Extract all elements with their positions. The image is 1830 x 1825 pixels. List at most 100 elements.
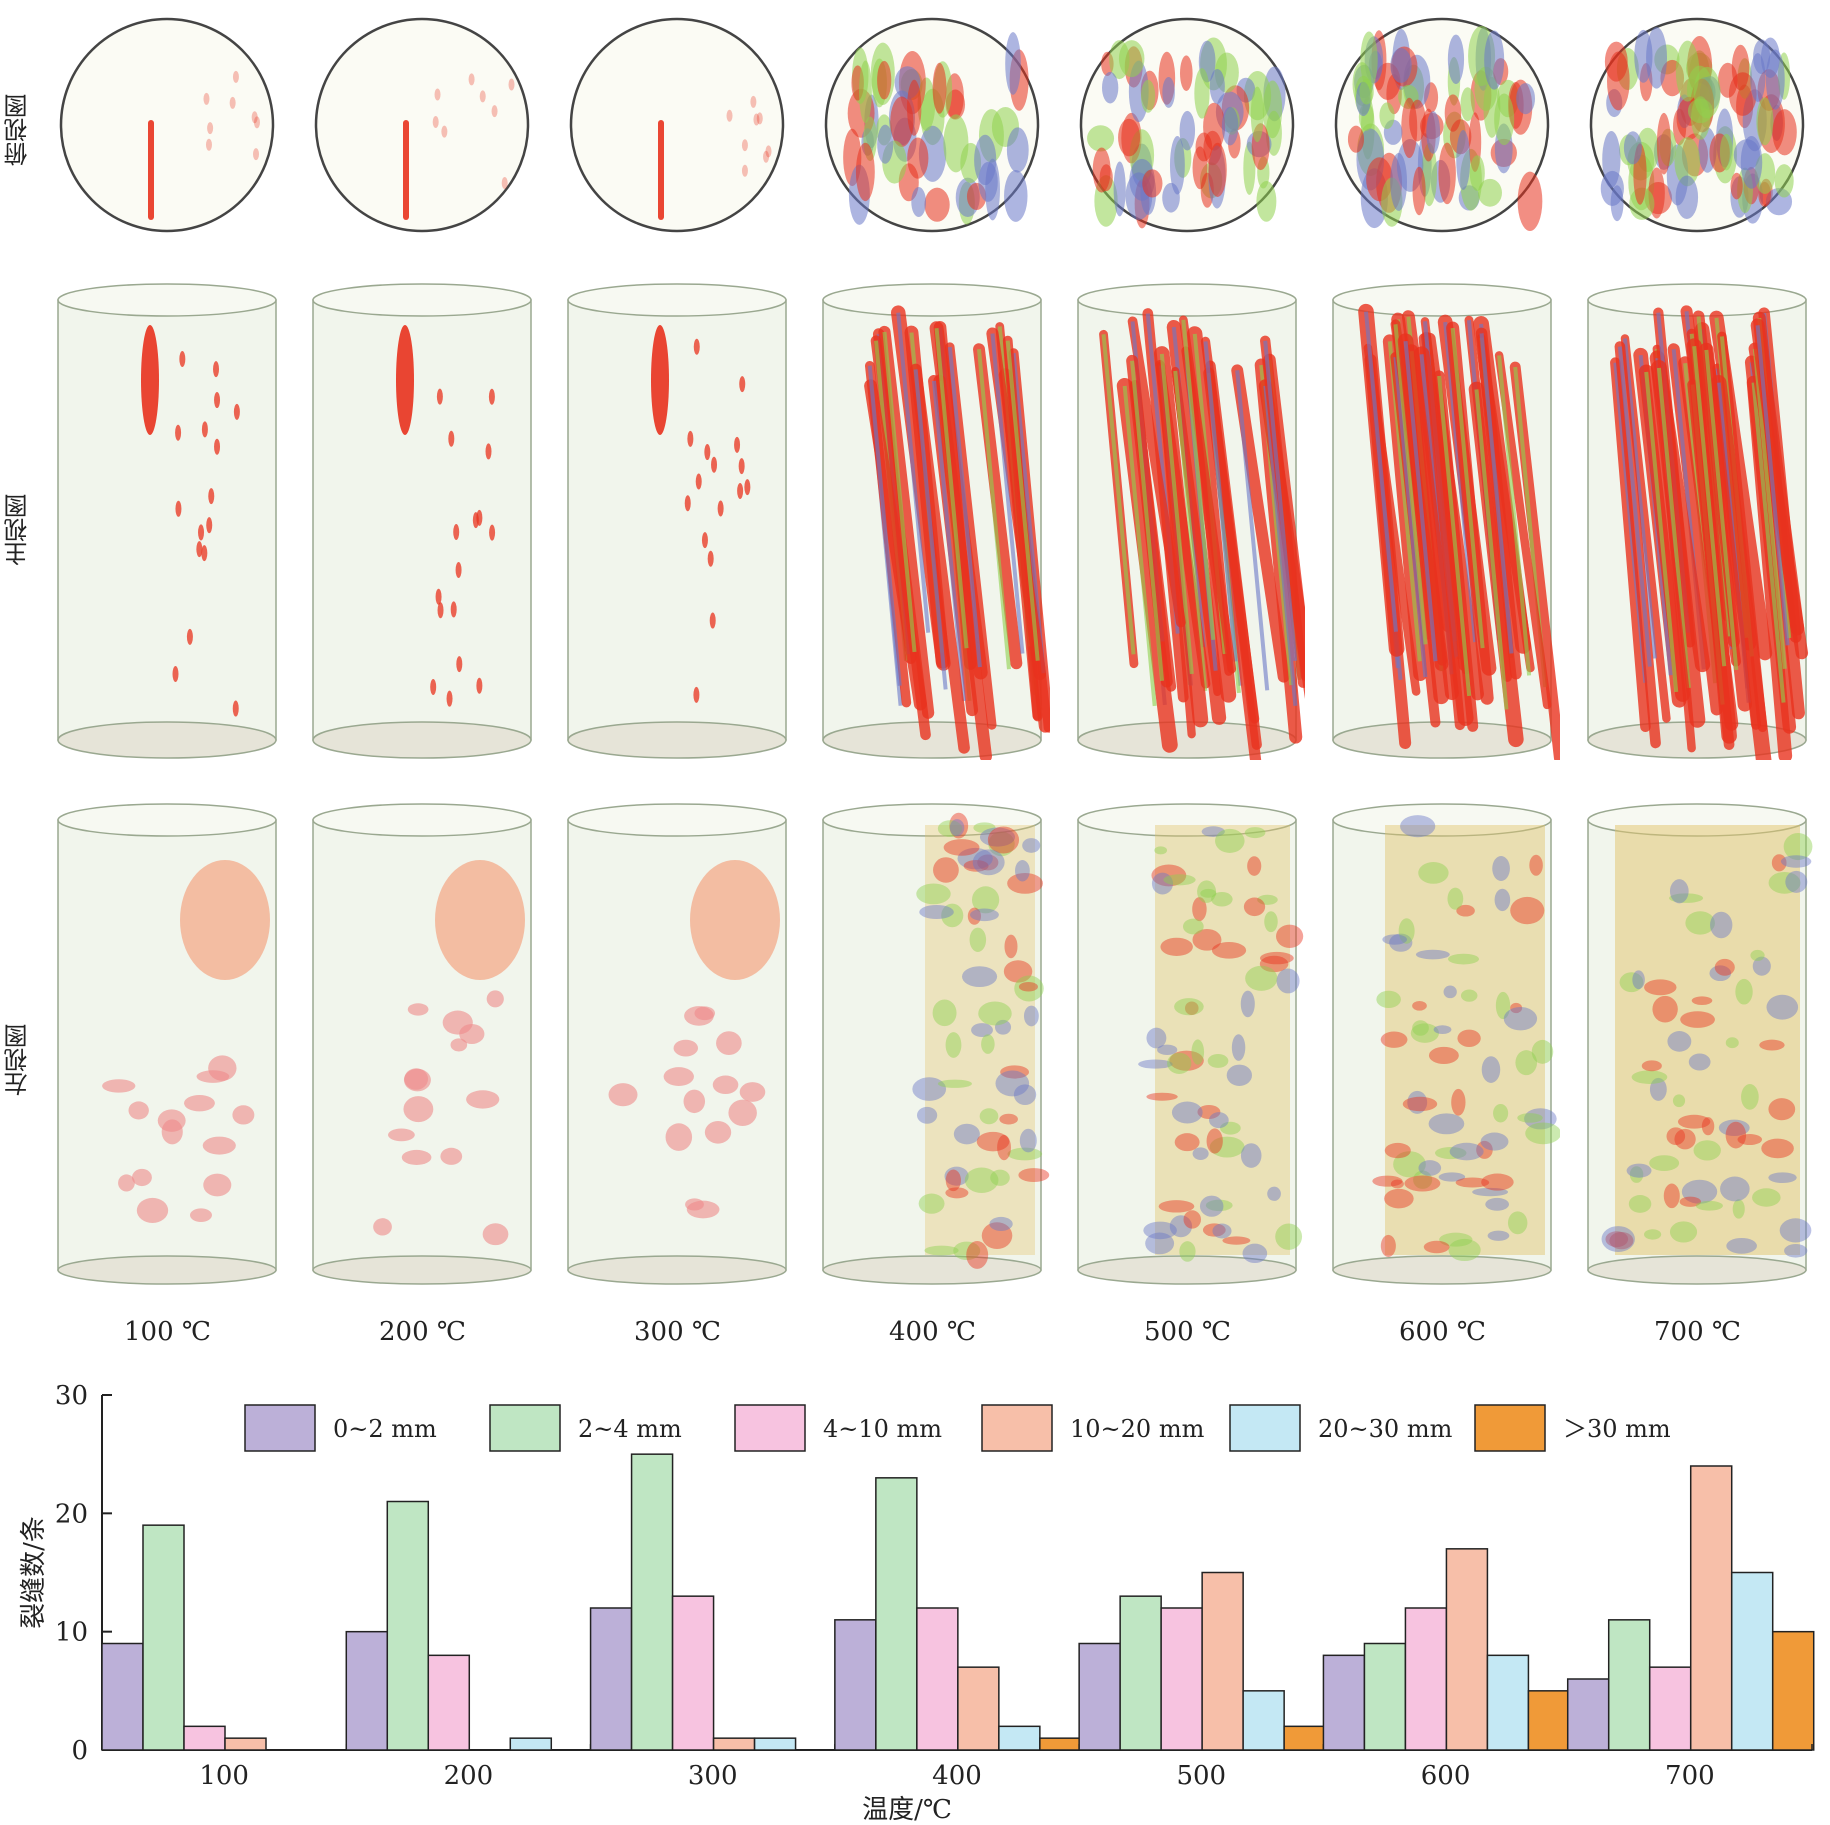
bar	[509, 1737, 553, 1751]
y-tick-label: 30	[55, 1381, 88, 1411]
top-view-image	[824, 17, 1040, 233]
bar	[1119, 1595, 1162, 1751]
top-view-image	[1334, 17, 1550, 233]
left-view-image	[1587, 803, 1813, 1285]
bar	[916, 1607, 959, 1751]
bar	[142, 1524, 185, 1751]
top-view-image	[314, 17, 530, 233]
front-view-image	[822, 283, 1050, 760]
top-view-image	[569, 17, 785, 233]
bar	[1486, 1654, 1530, 1751]
bar	[345, 1630, 389, 1751]
bar	[589, 1607, 633, 1751]
bar	[1039, 1737, 1082, 1751]
bar	[1771, 1630, 1815, 1751]
bar	[1566, 1678, 1610, 1751]
legend-swatch	[1229, 1404, 1301, 1452]
legend-item: 20~30 mm	[1229, 1404, 1453, 1452]
y-axis-label: 裂缝数/条	[19, 1516, 49, 1629]
bar	[1445, 1548, 1489, 1751]
bar	[875, 1477, 918, 1751]
front-view-image	[1587, 283, 1809, 760]
legend-item: 2~4 mm	[489, 1404, 682, 1452]
legend-label: ＞30 mm	[1563, 1415, 1671, 1443]
bar	[1527, 1690, 1571, 1751]
row-label-left-view: 左视图	[3, 1024, 32, 1096]
bar	[712, 1737, 756, 1751]
bar	[1242, 1690, 1285, 1751]
bar	[1404, 1607, 1448, 1751]
bar	[671, 1595, 715, 1751]
bar	[1363, 1642, 1407, 1751]
temperature-label: 700 ℃	[1654, 1317, 1741, 1347]
x-tick-label: 600	[1421, 1761, 1471, 1791]
left-view-image	[57, 803, 277, 1285]
left-view-image	[1077, 803, 1304, 1285]
temperature-label: 300 ℃	[634, 1317, 721, 1347]
y-tick-label: 0	[71, 1736, 88, 1766]
legend-label: 20~30 mm	[1318, 1415, 1453, 1443]
legend-item: 4~10 mm	[734, 1404, 942, 1452]
front-view-image	[57, 283, 277, 759]
bar	[1689, 1465, 1733, 1751]
left-view-image	[312, 803, 532, 1285]
legend-swatch	[1474, 1404, 1546, 1452]
top-view-image	[1079, 17, 1295, 233]
bar	[1607, 1619, 1651, 1751]
y-tick-label: 10	[55, 1618, 88, 1648]
bar	[427, 1654, 471, 1751]
bar	[1730, 1571, 1774, 1751]
temperature-label: 400 ℃	[889, 1317, 976, 1347]
bar	[753, 1737, 797, 1751]
x-tick-label: 500	[1176, 1761, 1226, 1791]
bar	[1648, 1666, 1692, 1751]
front-view-image	[567, 283, 787, 759]
x-tick-label: 200	[444, 1761, 494, 1791]
legend-swatch	[734, 1404, 806, 1452]
left-view-image	[567, 803, 787, 1285]
legend-item: 0~2 mm	[244, 1404, 437, 1452]
crack-count-bar-chart: 0 10 20 30 100 200 300 400 500 600 700 温度/℃ 裂缝数/条 0~2…	[19, 1381, 1815, 1825]
bar	[1078, 1642, 1121, 1751]
legend-item: 10~20 mm	[981, 1404, 1205, 1452]
legend-label: 10~20 mm	[1070, 1415, 1205, 1443]
x-tick-label: 300	[688, 1761, 738, 1791]
bar	[1160, 1607, 1203, 1751]
x-axis-label: 温度/℃	[862, 1795, 952, 1825]
bar	[1283, 1725, 1326, 1751]
left-view-image	[1332, 803, 1560, 1285]
top-view-image	[59, 17, 275, 233]
x-tick-label: 100	[199, 1761, 249, 1791]
legend-label: 4~10 mm	[823, 1415, 942, 1443]
bar	[1322, 1654, 1366, 1751]
bar	[834, 1619, 877, 1751]
legend-item: ＞30 mm	[1474, 1404, 1671, 1452]
temperature-label: 500 ℃	[1144, 1317, 1231, 1347]
bar	[630, 1453, 674, 1751]
front-view-image	[312, 283, 532, 759]
bar	[957, 1666, 1000, 1751]
top-view-image	[1589, 17, 1805, 233]
x-tick-label: 400	[932, 1761, 982, 1791]
legend-label: 0~2 mm	[333, 1415, 437, 1443]
temperature-label: 100 ℃	[124, 1317, 211, 1347]
row-label-front-view: 主视图	[3, 494, 32, 566]
front-view-image	[1332, 283, 1560, 760]
legend-label: 2~4 mm	[578, 1415, 682, 1443]
temperature-label: 200 ℃	[379, 1317, 466, 1347]
legend-swatch	[981, 1404, 1053, 1452]
left-view-image	[822, 803, 1050, 1285]
row-label-top-view: 俯视图	[3, 94, 32, 166]
legend-swatch	[489, 1404, 561, 1452]
bar	[386, 1500, 430, 1751]
bar	[1201, 1571, 1244, 1751]
bar	[224, 1737, 267, 1751]
bar	[101, 1642, 144, 1751]
legend-swatch	[244, 1404, 316, 1452]
front-view-image	[1077, 283, 1305, 760]
bar	[998, 1725, 1041, 1751]
bar	[183, 1725, 226, 1751]
x-tick-label: 700	[1665, 1761, 1715, 1791]
y-tick-label: 20	[55, 1499, 88, 1529]
temperature-label: 600 ℃	[1399, 1317, 1486, 1347]
